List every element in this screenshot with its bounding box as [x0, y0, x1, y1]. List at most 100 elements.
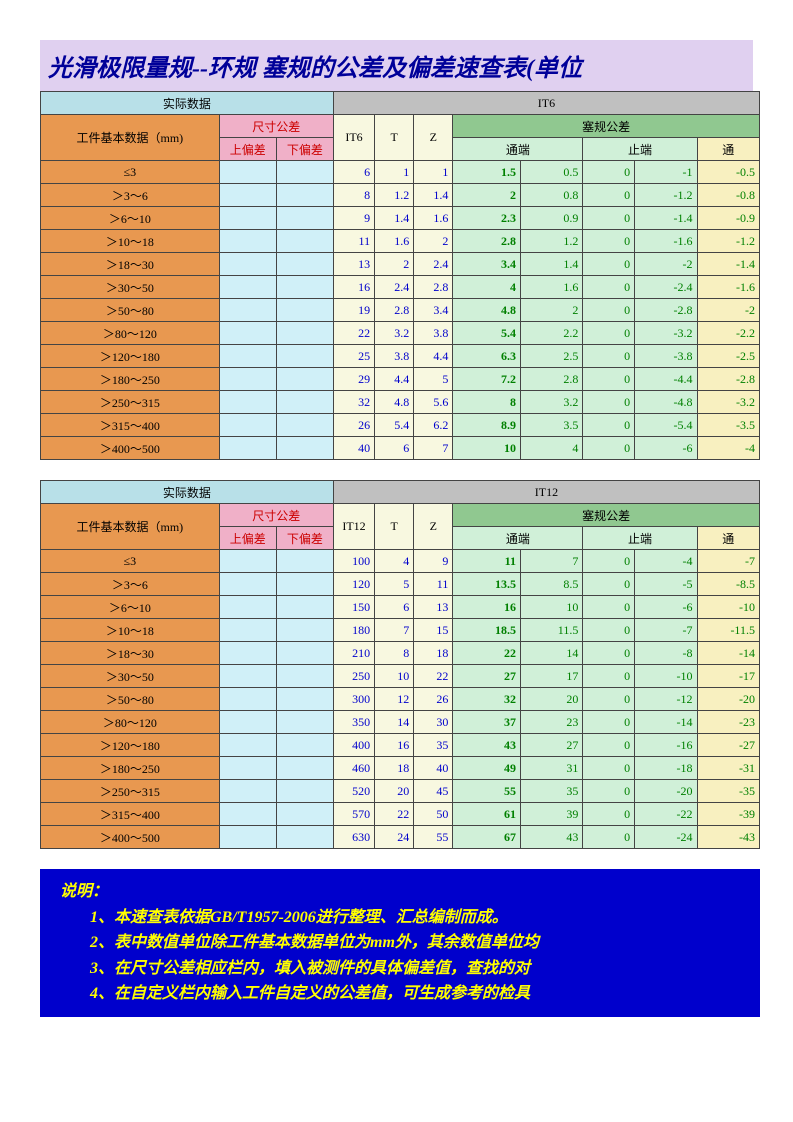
it-val: 570 [333, 803, 374, 826]
hdr-base2: 工件基本数据（mm) [41, 504, 220, 550]
go2-val: -17 [697, 665, 759, 688]
lower-dev[interactable] [276, 803, 333, 826]
lower-dev[interactable] [276, 619, 333, 642]
go-l: 23 [520, 711, 582, 734]
upper-dev[interactable] [219, 299, 276, 322]
lower-dev[interactable] [276, 780, 333, 803]
range-label: ＞3～6 [41, 184, 220, 207]
lower-dev[interactable] [276, 688, 333, 711]
lower-dev[interactable] [276, 711, 333, 734]
upper-dev[interactable] [219, 368, 276, 391]
lower-dev[interactable] [276, 161, 333, 184]
lower-dev[interactable] [276, 230, 333, 253]
upper-dev[interactable] [219, 276, 276, 299]
lower-dev[interactable] [276, 642, 333, 665]
upper-dev[interactable] [219, 161, 276, 184]
lower-dev[interactable] [276, 368, 333, 391]
range-label: ＞6～10 [41, 596, 220, 619]
hdr-t2: T [375, 504, 414, 550]
upper-dev[interactable] [219, 619, 276, 642]
it-val: 16 [333, 276, 374, 299]
upper-dev[interactable] [219, 550, 276, 573]
t-val: 18 [375, 757, 414, 780]
lower-dev[interactable] [276, 184, 333, 207]
upper-dev[interactable] [219, 688, 276, 711]
range-label: ＞400～500 [41, 437, 220, 460]
lower-dev[interactable] [276, 757, 333, 780]
go-u: 32 [453, 688, 521, 711]
upper-dev[interactable] [219, 665, 276, 688]
hdr-z2: Z [414, 504, 453, 550]
upper-dev[interactable] [219, 391, 276, 414]
it-val: 460 [333, 757, 374, 780]
lower-dev[interactable] [276, 253, 333, 276]
t-val: 14 [375, 711, 414, 734]
lower-dev[interactable] [276, 345, 333, 368]
go-l: 1.4 [520, 253, 582, 276]
nogo-u: 0 [583, 184, 635, 207]
range-label: ＞80～120 [41, 322, 220, 345]
upper-dev[interactable] [219, 253, 276, 276]
go-u: 2 [453, 184, 521, 207]
nogo-u: 0 [583, 322, 635, 345]
go-u: 67 [453, 826, 521, 849]
z-val: 5 [414, 368, 453, 391]
hdr-plug: 塞规公差 [453, 115, 760, 138]
z-val: 50 [414, 803, 453, 826]
go-u: 22 [453, 642, 521, 665]
upper-dev[interactable] [219, 207, 276, 230]
it-val: 29 [333, 368, 374, 391]
lower-dev[interactable] [276, 299, 333, 322]
upper-dev[interactable] [219, 642, 276, 665]
upper-dev[interactable] [219, 780, 276, 803]
nogo-u: 0 [583, 299, 635, 322]
lower-dev[interactable] [276, 414, 333, 437]
lower-dev[interactable] [276, 734, 333, 757]
table-row: ＞315～400265.46.28.93.50-5.4-3.5 [41, 414, 760, 437]
upper-dev[interactable] [219, 345, 276, 368]
lower-dev[interactable] [276, 826, 333, 849]
upper-dev[interactable] [219, 803, 276, 826]
nogo-l: -18 [635, 757, 697, 780]
lower-dev[interactable] [276, 391, 333, 414]
upper-dev[interactable] [219, 596, 276, 619]
go2-val: -1.2 [697, 230, 759, 253]
z-val: 55 [414, 826, 453, 849]
lower-dev[interactable] [276, 665, 333, 688]
z-val: 6.2 [414, 414, 453, 437]
t-val: 22 [375, 803, 414, 826]
lower-dev[interactable] [276, 437, 333, 460]
upper-dev[interactable] [219, 573, 276, 596]
t-val: 20 [375, 780, 414, 803]
upper-dev[interactable] [219, 184, 276, 207]
lower-dev[interactable] [276, 596, 333, 619]
upper-dev[interactable] [219, 757, 276, 780]
hdr-nogo-2: 止端 [583, 527, 697, 550]
t-val: 3.2 [375, 322, 414, 345]
t-val: 4.8 [375, 391, 414, 414]
table-row: ＞18～3021081822140-8-14 [41, 642, 760, 665]
lower-dev[interactable] [276, 573, 333, 596]
lower-dev[interactable] [276, 322, 333, 345]
it-val: 6 [333, 161, 374, 184]
upper-dev[interactable] [219, 322, 276, 345]
upper-dev[interactable] [219, 437, 276, 460]
go2-val: -35 [697, 780, 759, 803]
nogo-l: -14 [635, 711, 697, 734]
lower-dev[interactable] [276, 276, 333, 299]
nogo-l: -6 [635, 596, 697, 619]
upper-dev[interactable] [219, 711, 276, 734]
t-val: 1.4 [375, 207, 414, 230]
note-3: 3、在尺寸公差相应栏内，填入被测件的具体偏差值，查找的对 [60, 956, 740, 982]
table-row: ＞180～250460184049310-18-31 [41, 757, 760, 780]
z-val: 45 [414, 780, 453, 803]
upper-dev[interactable] [219, 230, 276, 253]
table-row: ＞250～315324.85.683.20-4.8-3.2 [41, 391, 760, 414]
upper-dev[interactable] [219, 826, 276, 849]
upper-dev[interactable] [219, 414, 276, 437]
lower-dev[interactable] [276, 550, 333, 573]
lower-dev[interactable] [276, 207, 333, 230]
go-l: 0.9 [520, 207, 582, 230]
range-label: ＞18～30 [41, 642, 220, 665]
upper-dev[interactable] [219, 734, 276, 757]
